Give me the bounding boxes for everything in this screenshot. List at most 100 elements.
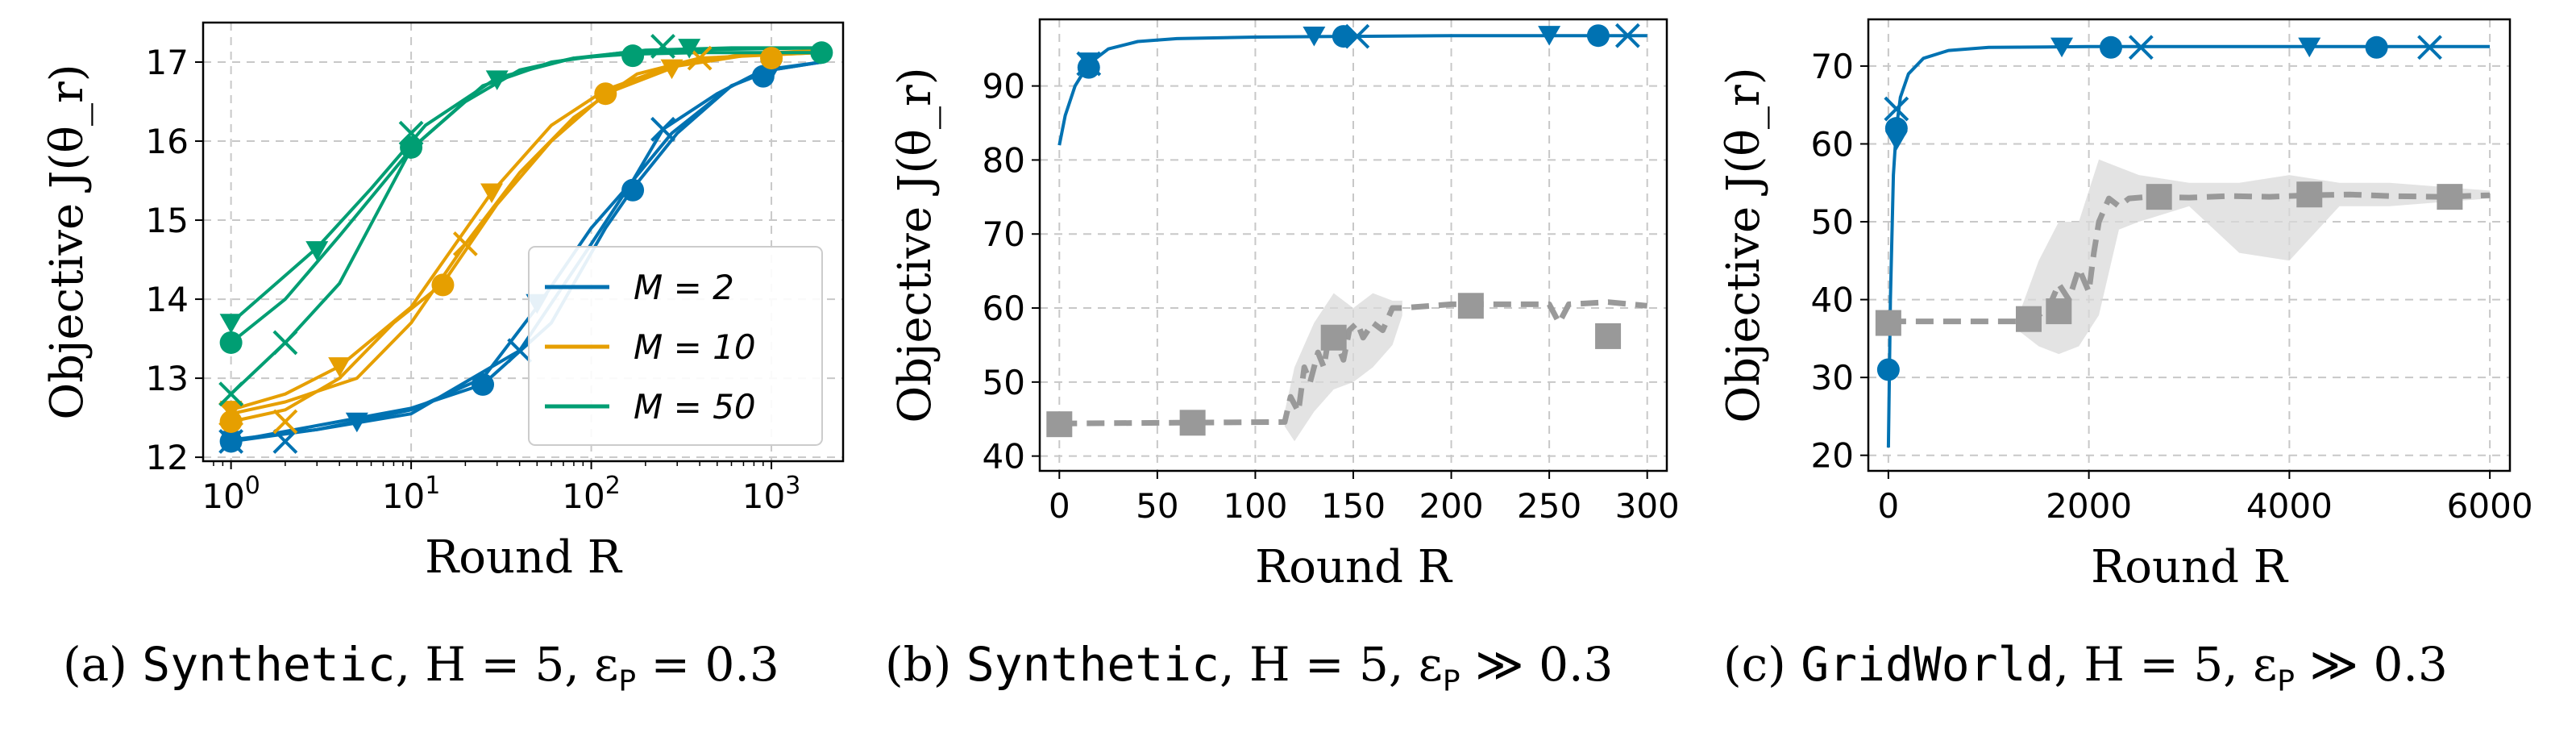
x-tick-label: 4000 xyxy=(2246,486,2333,526)
data-point xyxy=(400,135,423,159)
y-tick-label: 40 xyxy=(983,437,1025,477)
y-tick-label: 12 xyxy=(146,438,189,477)
y-axis-label: Objective J(θ_r) xyxy=(41,64,93,419)
data-point xyxy=(1303,26,1326,47)
y-tick-label: 30 xyxy=(1811,358,1854,397)
data-point xyxy=(1344,23,1370,49)
caption-a-sub: P xyxy=(618,664,637,698)
caption-b-env: Synthetic xyxy=(966,637,1220,692)
data-point xyxy=(218,381,244,407)
caption-b-tail: ≫ 0.3 xyxy=(1460,637,1614,692)
caption-c: (c) GridWorld, H = 5, εP ≫ 0.3 xyxy=(1723,637,2448,698)
data-point xyxy=(1876,358,1900,381)
data-point xyxy=(219,401,243,421)
y-tick-label: 14 xyxy=(146,280,189,319)
caption-c-label: (c) xyxy=(1723,637,1786,692)
x-tick-label: 2000 xyxy=(2046,486,2132,526)
data-point xyxy=(650,116,675,142)
data-point xyxy=(328,357,351,377)
legend-label: M = 50 xyxy=(634,387,756,427)
legend-label: M = 10 xyxy=(634,327,756,367)
x-axis-label: Round R xyxy=(2091,541,2289,593)
data-point xyxy=(1614,23,1640,48)
data-point xyxy=(218,429,244,454)
data-point xyxy=(2046,298,2072,325)
data-point xyxy=(472,372,495,396)
data-point xyxy=(1884,96,1909,122)
plot-frame xyxy=(1867,18,2512,472)
y-tick-label: 60 xyxy=(1811,124,1854,164)
data-point xyxy=(431,273,455,297)
series-line xyxy=(1057,34,1647,146)
data-point xyxy=(1538,26,1561,46)
y-tick-label: 50 xyxy=(1811,202,1854,242)
y-tick-label: 16 xyxy=(146,122,189,161)
data-point xyxy=(272,429,298,454)
data-point xyxy=(2417,35,2442,60)
data-point xyxy=(660,59,683,80)
x-tick-label: 100 xyxy=(202,472,260,516)
plot-frame xyxy=(202,21,845,463)
y-tick-label: 80 xyxy=(983,140,1025,180)
data-point xyxy=(485,70,509,90)
x-axis-label: Round R xyxy=(425,531,623,584)
data-point xyxy=(219,410,243,433)
x-tick-label: 300 xyxy=(1615,486,1680,526)
data-point xyxy=(594,82,617,106)
caption-c-env: GridWorld xyxy=(1801,637,2055,692)
x-tick-label: 200 xyxy=(1419,486,1483,526)
y-axis-label: Objective J(θ_r) xyxy=(889,67,941,422)
x-axis-label: Round R xyxy=(1255,541,1453,593)
x-tick-label: 0 xyxy=(1049,486,1070,526)
panel-c: 20 30 40 50 60 70 0 2000 4000 6000 Round R Objectiv… xyxy=(1718,18,2533,593)
caption-a-label: (a) xyxy=(63,637,127,692)
caption-c-rest: , H = 5, ε xyxy=(2054,637,2278,692)
series-line xyxy=(231,48,822,412)
y-axis-label: Objective J(θ_r) xyxy=(1718,67,1770,422)
y-tick-label: 70 xyxy=(1811,47,1854,86)
data-point xyxy=(2050,37,2074,58)
series-line xyxy=(231,60,822,443)
y-tick-label: 13 xyxy=(146,359,189,398)
x-tick-label: 100 xyxy=(1223,486,1287,526)
caption-a-env: Synthetic xyxy=(142,637,396,692)
x-tick-label: 50 xyxy=(1136,486,1178,526)
data-point xyxy=(2365,35,2388,59)
data-point xyxy=(2146,184,2172,210)
data-point xyxy=(507,338,533,364)
y-tick-label: 90 xyxy=(983,67,1025,106)
y-tick-label: 60 xyxy=(983,289,1025,328)
data-point xyxy=(810,41,833,65)
data-point xyxy=(678,39,701,59)
data-point xyxy=(1076,51,1102,77)
data-point xyxy=(650,33,675,59)
data-point xyxy=(2099,35,2122,59)
data-point xyxy=(272,409,298,435)
x-tick-label: 102 xyxy=(562,472,621,516)
caption-a-rest: , H = 5, ε xyxy=(395,637,619,692)
x-tick-label: 250 xyxy=(1517,486,1581,526)
series-line xyxy=(1886,44,2491,448)
series-line xyxy=(230,51,822,344)
data-point xyxy=(398,120,424,146)
data-point xyxy=(2298,37,2321,58)
data-point xyxy=(2128,35,2154,60)
panel-b: 40 50 60 70 80 90 0 50 100 150 200 250 300 Round R Obj… xyxy=(889,18,1680,593)
data-point xyxy=(760,47,783,70)
y-tick-label: 40 xyxy=(1811,281,1854,320)
data-point xyxy=(219,331,243,354)
caption-a-tail: = 0.3 xyxy=(636,637,779,692)
data-point xyxy=(2016,306,2042,332)
x-tick-label: 103 xyxy=(742,472,801,516)
confidence-band xyxy=(1284,293,1402,442)
y-tick-label: 17 xyxy=(146,43,189,82)
caption-b-rest: , H = 5, ε xyxy=(1219,637,1443,692)
data-point xyxy=(305,241,329,261)
plot-frame xyxy=(1038,18,1668,472)
confidence-band xyxy=(2018,159,2491,355)
data-point xyxy=(1586,24,1610,48)
data-point xyxy=(272,330,298,356)
data-point xyxy=(621,44,645,68)
y-tick-label: 50 xyxy=(983,363,1025,402)
data-point xyxy=(2296,181,2323,208)
